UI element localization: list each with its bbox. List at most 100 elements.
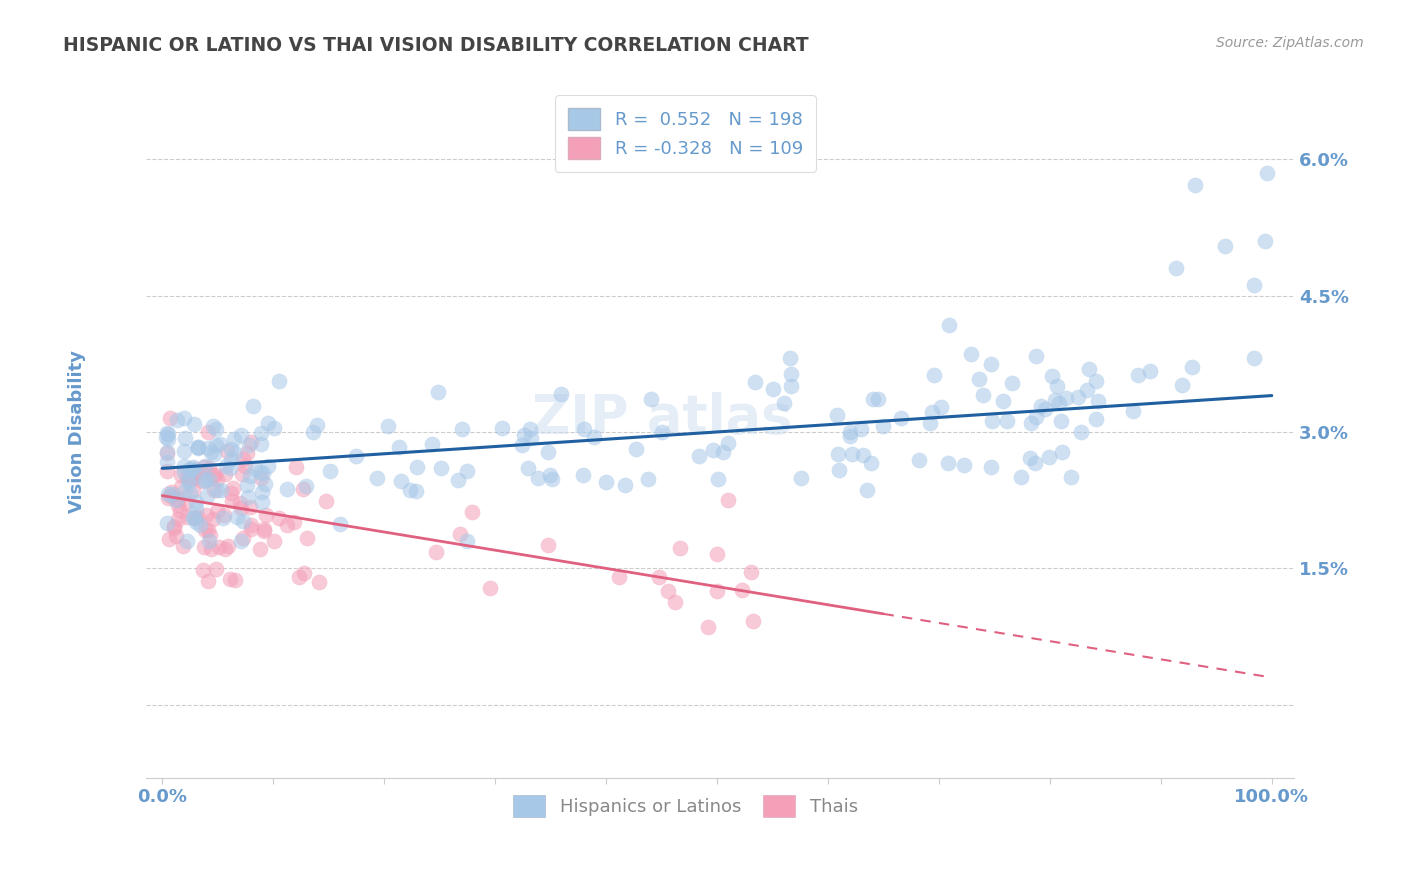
Point bbox=[176, 469, 198, 483]
Point bbox=[519, 422, 541, 436]
Point bbox=[479, 581, 502, 595]
Point bbox=[425, 545, 447, 559]
Point bbox=[187, 440, 209, 454]
Point bbox=[295, 531, 318, 545]
Point bbox=[157, 532, 180, 546]
Point bbox=[706, 584, 728, 599]
Point bbox=[510, 437, 533, 451]
Point bbox=[890, 410, 912, 425]
Point bbox=[828, 463, 851, 477]
Point bbox=[157, 487, 180, 501]
Point bbox=[256, 416, 278, 430]
Point bbox=[181, 511, 204, 525]
Point bbox=[232, 452, 254, 467]
Point bbox=[651, 425, 673, 439]
Point bbox=[329, 516, 352, 531]
Point bbox=[184, 515, 207, 529]
Point bbox=[155, 430, 177, 444]
Point bbox=[250, 437, 273, 451]
Point bbox=[740, 566, 762, 580]
Point bbox=[780, 368, 803, 382]
Point bbox=[952, 458, 974, 472]
Point bbox=[197, 574, 219, 588]
Point bbox=[173, 483, 195, 498]
Point bbox=[181, 463, 204, 477]
Point bbox=[217, 539, 239, 553]
Point bbox=[212, 508, 235, 522]
Point bbox=[922, 368, 945, 382]
Point bbox=[283, 516, 305, 530]
Point bbox=[717, 493, 740, 508]
Point bbox=[607, 570, 630, 584]
Point bbox=[229, 500, 252, 515]
Point bbox=[1025, 410, 1047, 425]
Point bbox=[160, 487, 183, 501]
Point bbox=[980, 414, 1002, 428]
Point bbox=[582, 429, 605, 443]
Point bbox=[167, 492, 190, 507]
Point bbox=[1046, 378, 1069, 392]
Point bbox=[229, 427, 252, 442]
Point bbox=[929, 400, 952, 414]
Point bbox=[215, 458, 238, 473]
Point bbox=[269, 511, 291, 525]
Point bbox=[157, 427, 180, 442]
Point bbox=[174, 496, 197, 510]
Point bbox=[176, 510, 198, 524]
Point bbox=[537, 538, 560, 552]
Point bbox=[1087, 394, 1109, 409]
Point bbox=[194, 473, 217, 487]
Point bbox=[1070, 425, 1092, 440]
Point bbox=[239, 500, 262, 514]
Point bbox=[197, 425, 219, 440]
Point bbox=[172, 539, 194, 553]
Point bbox=[187, 509, 209, 524]
Point bbox=[238, 438, 260, 452]
Point bbox=[295, 479, 318, 493]
Point bbox=[995, 414, 1018, 428]
Point bbox=[1038, 450, 1060, 464]
Point bbox=[197, 534, 219, 549]
Point bbox=[205, 422, 228, 436]
Point bbox=[637, 472, 659, 486]
Point bbox=[430, 460, 453, 475]
Point bbox=[537, 445, 560, 459]
Point bbox=[165, 492, 187, 507]
Point bbox=[209, 437, 232, 451]
Point bbox=[173, 465, 195, 479]
Point bbox=[201, 468, 224, 483]
Point bbox=[420, 436, 443, 450]
Point bbox=[245, 461, 267, 475]
Point bbox=[156, 446, 179, 460]
Point bbox=[1029, 400, 1052, 414]
Point bbox=[263, 533, 285, 548]
Point bbox=[491, 421, 513, 435]
Point bbox=[211, 510, 233, 524]
Point bbox=[240, 435, 263, 450]
Point bbox=[938, 318, 960, 333]
Point bbox=[219, 460, 242, 475]
Point bbox=[1184, 178, 1206, 192]
Point bbox=[527, 471, 550, 485]
Point bbox=[1126, 368, 1149, 383]
Point bbox=[160, 484, 183, 499]
Point bbox=[250, 470, 273, 484]
Point bbox=[253, 523, 276, 537]
Point bbox=[252, 466, 274, 480]
Point bbox=[194, 523, 217, 537]
Point bbox=[285, 460, 308, 475]
Point bbox=[1054, 392, 1077, 406]
Point bbox=[1139, 364, 1161, 378]
Point bbox=[233, 459, 256, 474]
Point bbox=[717, 436, 740, 450]
Point bbox=[696, 620, 718, 634]
Point bbox=[191, 475, 214, 489]
Point bbox=[856, 483, 879, 497]
Point bbox=[214, 467, 236, 482]
Point bbox=[180, 462, 202, 476]
Point bbox=[257, 458, 280, 473]
Point bbox=[711, 445, 734, 459]
Point bbox=[219, 573, 242, 587]
Point bbox=[208, 541, 231, 555]
Point bbox=[399, 483, 422, 497]
